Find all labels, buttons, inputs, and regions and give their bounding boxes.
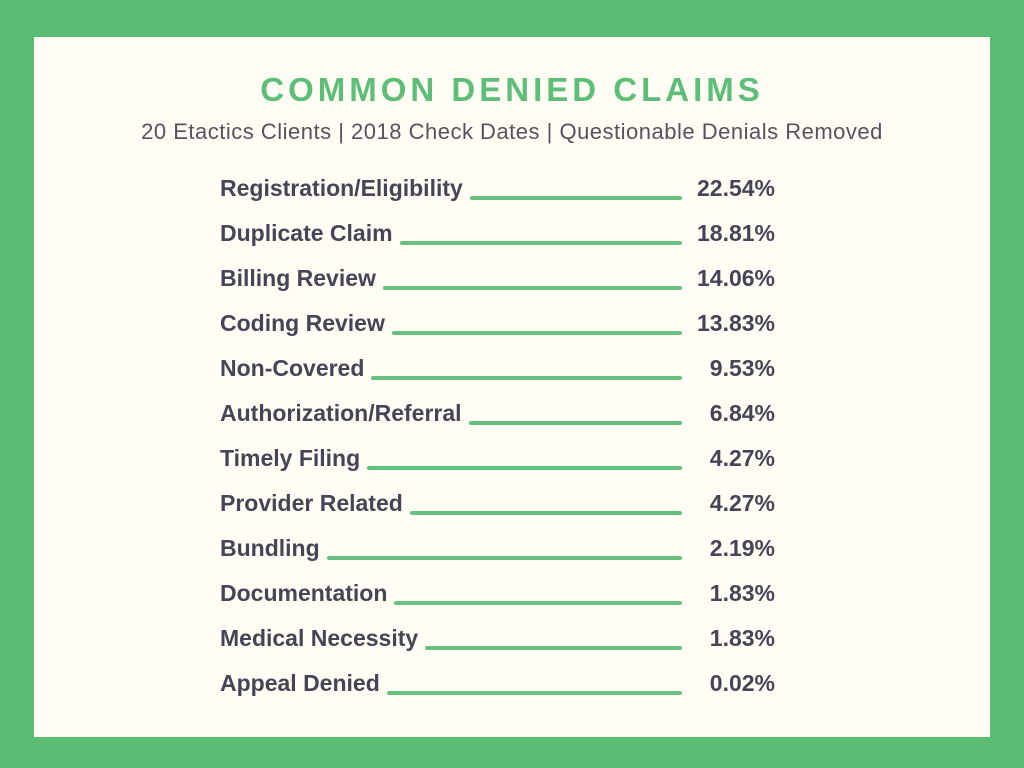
leader-line (386, 690, 682, 695)
claim-label: Provider Related (220, 490, 403, 516)
claim-value: 13.83% (696, 310, 775, 336)
claim-value: 1.83% (709, 625, 775, 651)
claims-list: Registration/Eligibility 22.54% Duplicat… (220, 166, 775, 706)
claim-row: Medical Necessity 1.83% (220, 616, 775, 661)
claim-row: Billing Review 14.06% (220, 256, 775, 301)
claim-value: 1.83% (709, 580, 775, 606)
claim-row: Documentation 1.83% (220, 571, 775, 616)
claim-label: Bundling (220, 535, 320, 561)
claim-label: Registration/Eligibility (220, 175, 463, 201)
claim-row: Non-Covered 9.53% (220, 346, 775, 391)
claim-row: Bundling 2.19% (220, 526, 775, 571)
claim-value: 4.27% (709, 490, 775, 516)
leader-line (326, 555, 682, 560)
leader-line (409, 510, 682, 515)
claim-value: 2.19% (709, 535, 775, 561)
leader-line (382, 285, 682, 290)
claim-value: 4.27% (709, 445, 775, 471)
page-subtitle: 20 Etactics Clients | 2018 Check Dates |… (141, 118, 883, 144)
claim-value: 22.54% (696, 175, 775, 201)
claim-label: Timely Filing (220, 445, 361, 471)
leader-line (425, 645, 682, 650)
claim-label: Non-Covered (220, 355, 365, 381)
claim-label: Appeal Denied (220, 670, 380, 696)
claim-label: Coding Review (220, 310, 385, 336)
claim-row: Timely Filing 4.27% (220, 436, 775, 481)
claim-value: 6.84% (709, 400, 775, 426)
leader-line (469, 195, 682, 200)
claim-label: Medical Necessity (220, 625, 419, 651)
claim-row: Duplicate Claim 18.81% (220, 211, 775, 256)
leader-line (391, 330, 682, 335)
claim-row: Registration/Eligibility 22.54% (220, 166, 775, 211)
claim-value: 9.53% (709, 355, 775, 381)
leader-line (371, 375, 682, 380)
claim-label: Documentation (220, 580, 388, 606)
leader-line (367, 465, 682, 470)
claim-row: Authorization/Referral 6.84% (220, 391, 775, 436)
claim-value: 0.02% (709, 670, 775, 696)
leader-line (394, 600, 682, 605)
leader-line (399, 240, 682, 245)
claim-value: 18.81% (696, 220, 775, 246)
infographic-card: COMMON DENIED CLAIMS 20 Etactics Clients… (34, 37, 990, 737)
claim-value: 14.06% (696, 265, 775, 291)
claim-label: Duplicate Claim (220, 220, 393, 246)
claim-row: Provider Related 4.27% (220, 481, 775, 526)
page-title: COMMON DENIED CLAIMS (260, 71, 764, 108)
claim-row: Appeal Denied 0.02% (220, 661, 775, 706)
claim-row: Coding Review 13.83% (220, 301, 775, 346)
claim-label: Authorization/Referral (220, 400, 462, 426)
claim-label: Billing Review (220, 265, 376, 291)
leader-line (468, 420, 682, 425)
